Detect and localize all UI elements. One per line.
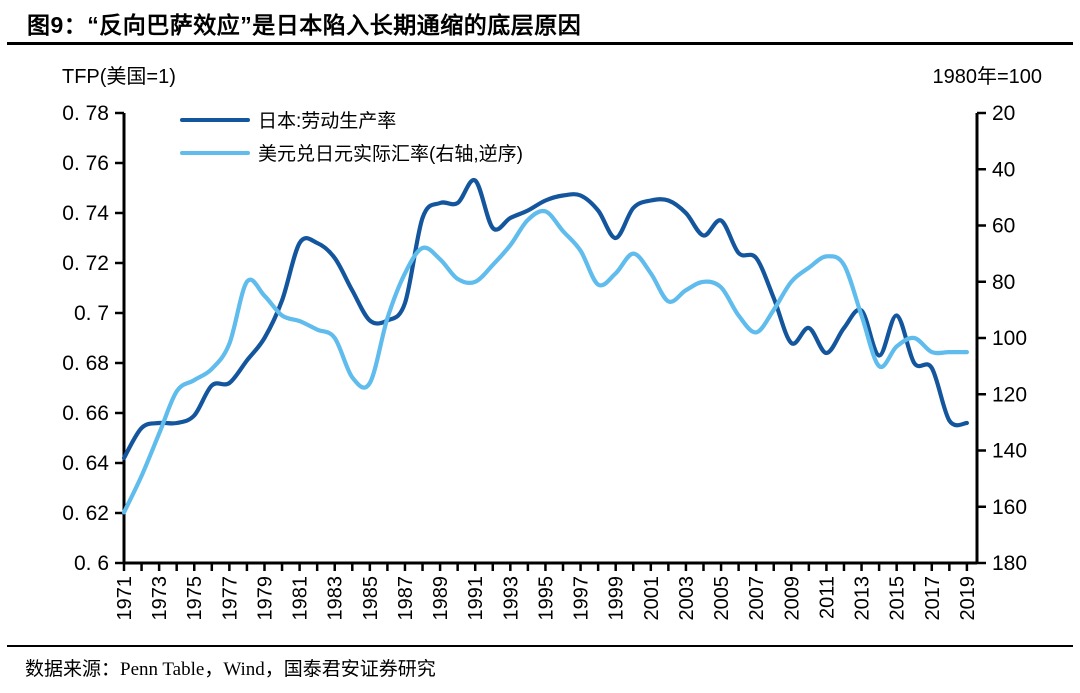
x-axis-tick-label: 1991 — [465, 576, 487, 621]
x-axis-tick-label: 2015 — [887, 576, 909, 621]
x-axis-tick-label: 1975 — [184, 576, 206, 621]
x-axis-tick-label: 1989 — [430, 576, 452, 621]
y-axis-right-tick-label: 120 — [992, 383, 1027, 406]
x-axis-tick-label: 2017 — [922, 576, 944, 621]
legend-swatch-japan-productivity — [180, 117, 250, 122]
japan-productivity-line — [121, 178, 969, 461]
y-axis-right-tick-label: 80 — [992, 271, 1015, 294]
x-axis-tick-label: 1999 — [606, 576, 628, 621]
x-axis-tick-label: 1971 — [114, 576, 136, 621]
usdjpy-real-fx-line — [121, 208, 969, 515]
legend-label-japan-productivity: 日本:劳动生产率 — [258, 111, 397, 132]
legend-label-usdjpy-real-fx: 美元兑日元实际汇率(右轴,逆序) — [258, 144, 523, 165]
x-axis-tick-label: 2011 — [816, 576, 838, 619]
x-axis-tick-label: 1997 — [571, 576, 593, 621]
y-axis-left-tick-label: 0. 76 — [62, 152, 109, 175]
x-axis-tick-label: 1983 — [325, 576, 347, 621]
x-axis-tick-label: 2019 — [957, 576, 979, 621]
y-axis-right-tick-label: 20 — [992, 102, 1015, 125]
x-axis-tick-label: 1979 — [254, 576, 276, 621]
y-axis-left-tick-label: 0. 62 — [62, 502, 109, 525]
title-rule — [7, 42, 1073, 45]
x-axis-tick-label: 2003 — [676, 576, 698, 621]
y-axis-right-tick-label: 60 — [992, 215, 1015, 238]
x-axis-tick-label: 2001 — [641, 576, 663, 621]
x-axis-tick-label: 2013 — [852, 576, 874, 621]
x-axis-tick-label: 1987 — [395, 576, 417, 621]
y-axis-left-tick-label: 0. 66 — [62, 402, 109, 425]
x-axis-tick-label: 2007 — [746, 576, 768, 621]
x-axis-tick-label: 1993 — [500, 576, 522, 621]
y-axis-left-tick-label: 0. 7 — [74, 302, 109, 325]
x-axis-tick-label: 1977 — [219, 576, 241, 621]
y-axis-right-tick-label: 180 — [992, 552, 1027, 575]
x-axis-tick-label: 1981 — [290, 576, 312, 621]
y-axis-left-tick-label: 0. 6 — [74, 552, 109, 575]
x-axis-tick-label: 1973 — [149, 576, 171, 621]
y-axis-right-tick-label: 140 — [992, 440, 1027, 463]
legend-swatch-usdjpy-real-fx — [180, 150, 250, 155]
chart-legend: 日本:劳动生产率 美元兑日元实际汇率(右轴,逆序) — [180, 103, 523, 169]
y-axis-left-tick-label: 0. 72 — [62, 252, 109, 275]
y-axis-right-tick-label: 40 — [992, 158, 1015, 181]
x-axis-tick-label: 2005 — [711, 576, 733, 621]
data-source-text: 数据来源：Penn Table，Wind，国泰君安证券研究 — [25, 659, 436, 680]
footer-rule — [7, 645, 1073, 647]
legend-item-usdjpy-real-fx: 美元兑日元实际汇率(右轴,逆序) — [180, 136, 523, 169]
y-axis-right-tick-label: 100 — [992, 327, 1027, 350]
left-axis-title: TFP(美国=1) — [62, 66, 176, 88]
right-axis-title: 1980年=100 — [932, 66, 1042, 88]
x-axis-tick-label: 2009 — [781, 576, 803, 621]
y-axis-left-tick-label: 0. 68 — [62, 352, 109, 375]
x-axis-tick-label: 1985 — [360, 576, 382, 621]
y-axis-left-tick-label: 0. 64 — [62, 452, 109, 475]
figure-title: 图9：“反向巴萨效应”是日本陷入长期通缩的底层原因 — [27, 12, 582, 38]
legend-item-japan-productivity: 日本:劳动生产率 — [180, 103, 523, 136]
x-axis-tick-label: 1995 — [535, 576, 557, 621]
y-axis-right-tick-label: 160 — [992, 496, 1027, 519]
y-axis-left-tick-label: 0. 78 — [62, 102, 109, 125]
y-axis-left-tick-label: 0. 74 — [62, 202, 109, 225]
